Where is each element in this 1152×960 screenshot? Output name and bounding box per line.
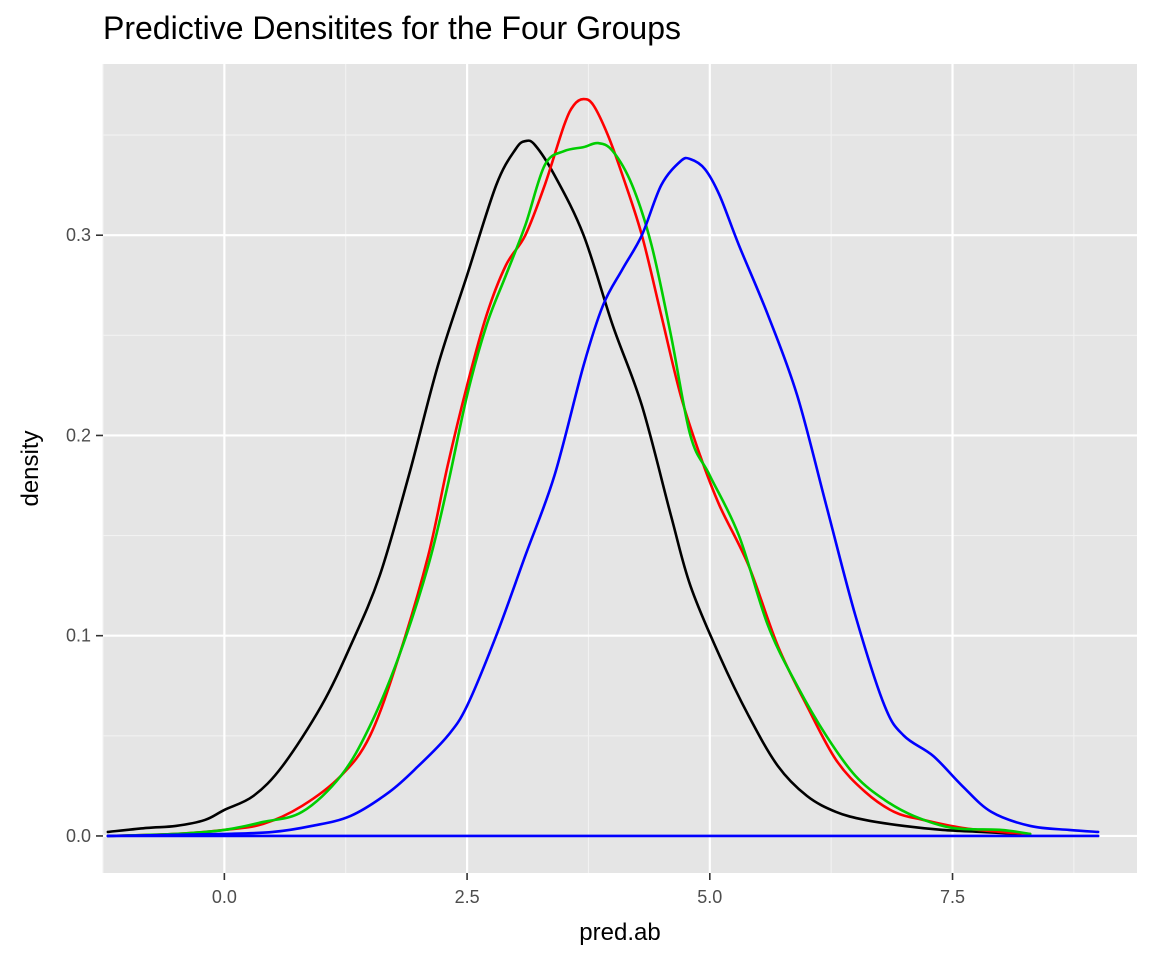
- y-tick-label: 0.3: [66, 225, 91, 245]
- y-tick-label: 0.1: [66, 626, 91, 646]
- density-line-4: [106, 156, 1100, 838]
- tick-labels: 0.0 2.5 5.0 7.5 0.0 0.1 0.2 0.3: [66, 225, 965, 907]
- density-line-3: [106, 141, 1032, 838]
- minor-grid: [102, 64, 1137, 873]
- plot-panel: [103, 64, 1137, 873]
- series-layer: [106, 97, 1100, 838]
- x-tick-label: 0.0: [212, 887, 237, 907]
- y-axis-title: density: [17, 430, 44, 506]
- y-tick-label: 0.2: [66, 425, 91, 445]
- chart-title: Predictive Densitites for the Four Group…: [103, 10, 682, 46]
- axis-ticks: [96, 234, 954, 880]
- density-line-2: [106, 97, 1032, 838]
- y-tick-label: 0.0: [66, 826, 91, 846]
- x-tick-label: 5.0: [697, 887, 722, 907]
- density-line-1: [106, 139, 1022, 836]
- x-axis-title: pred.ab: [579, 919, 660, 946]
- x-tick-label: 2.5: [455, 887, 480, 907]
- x-tick-label: 7.5: [940, 887, 965, 907]
